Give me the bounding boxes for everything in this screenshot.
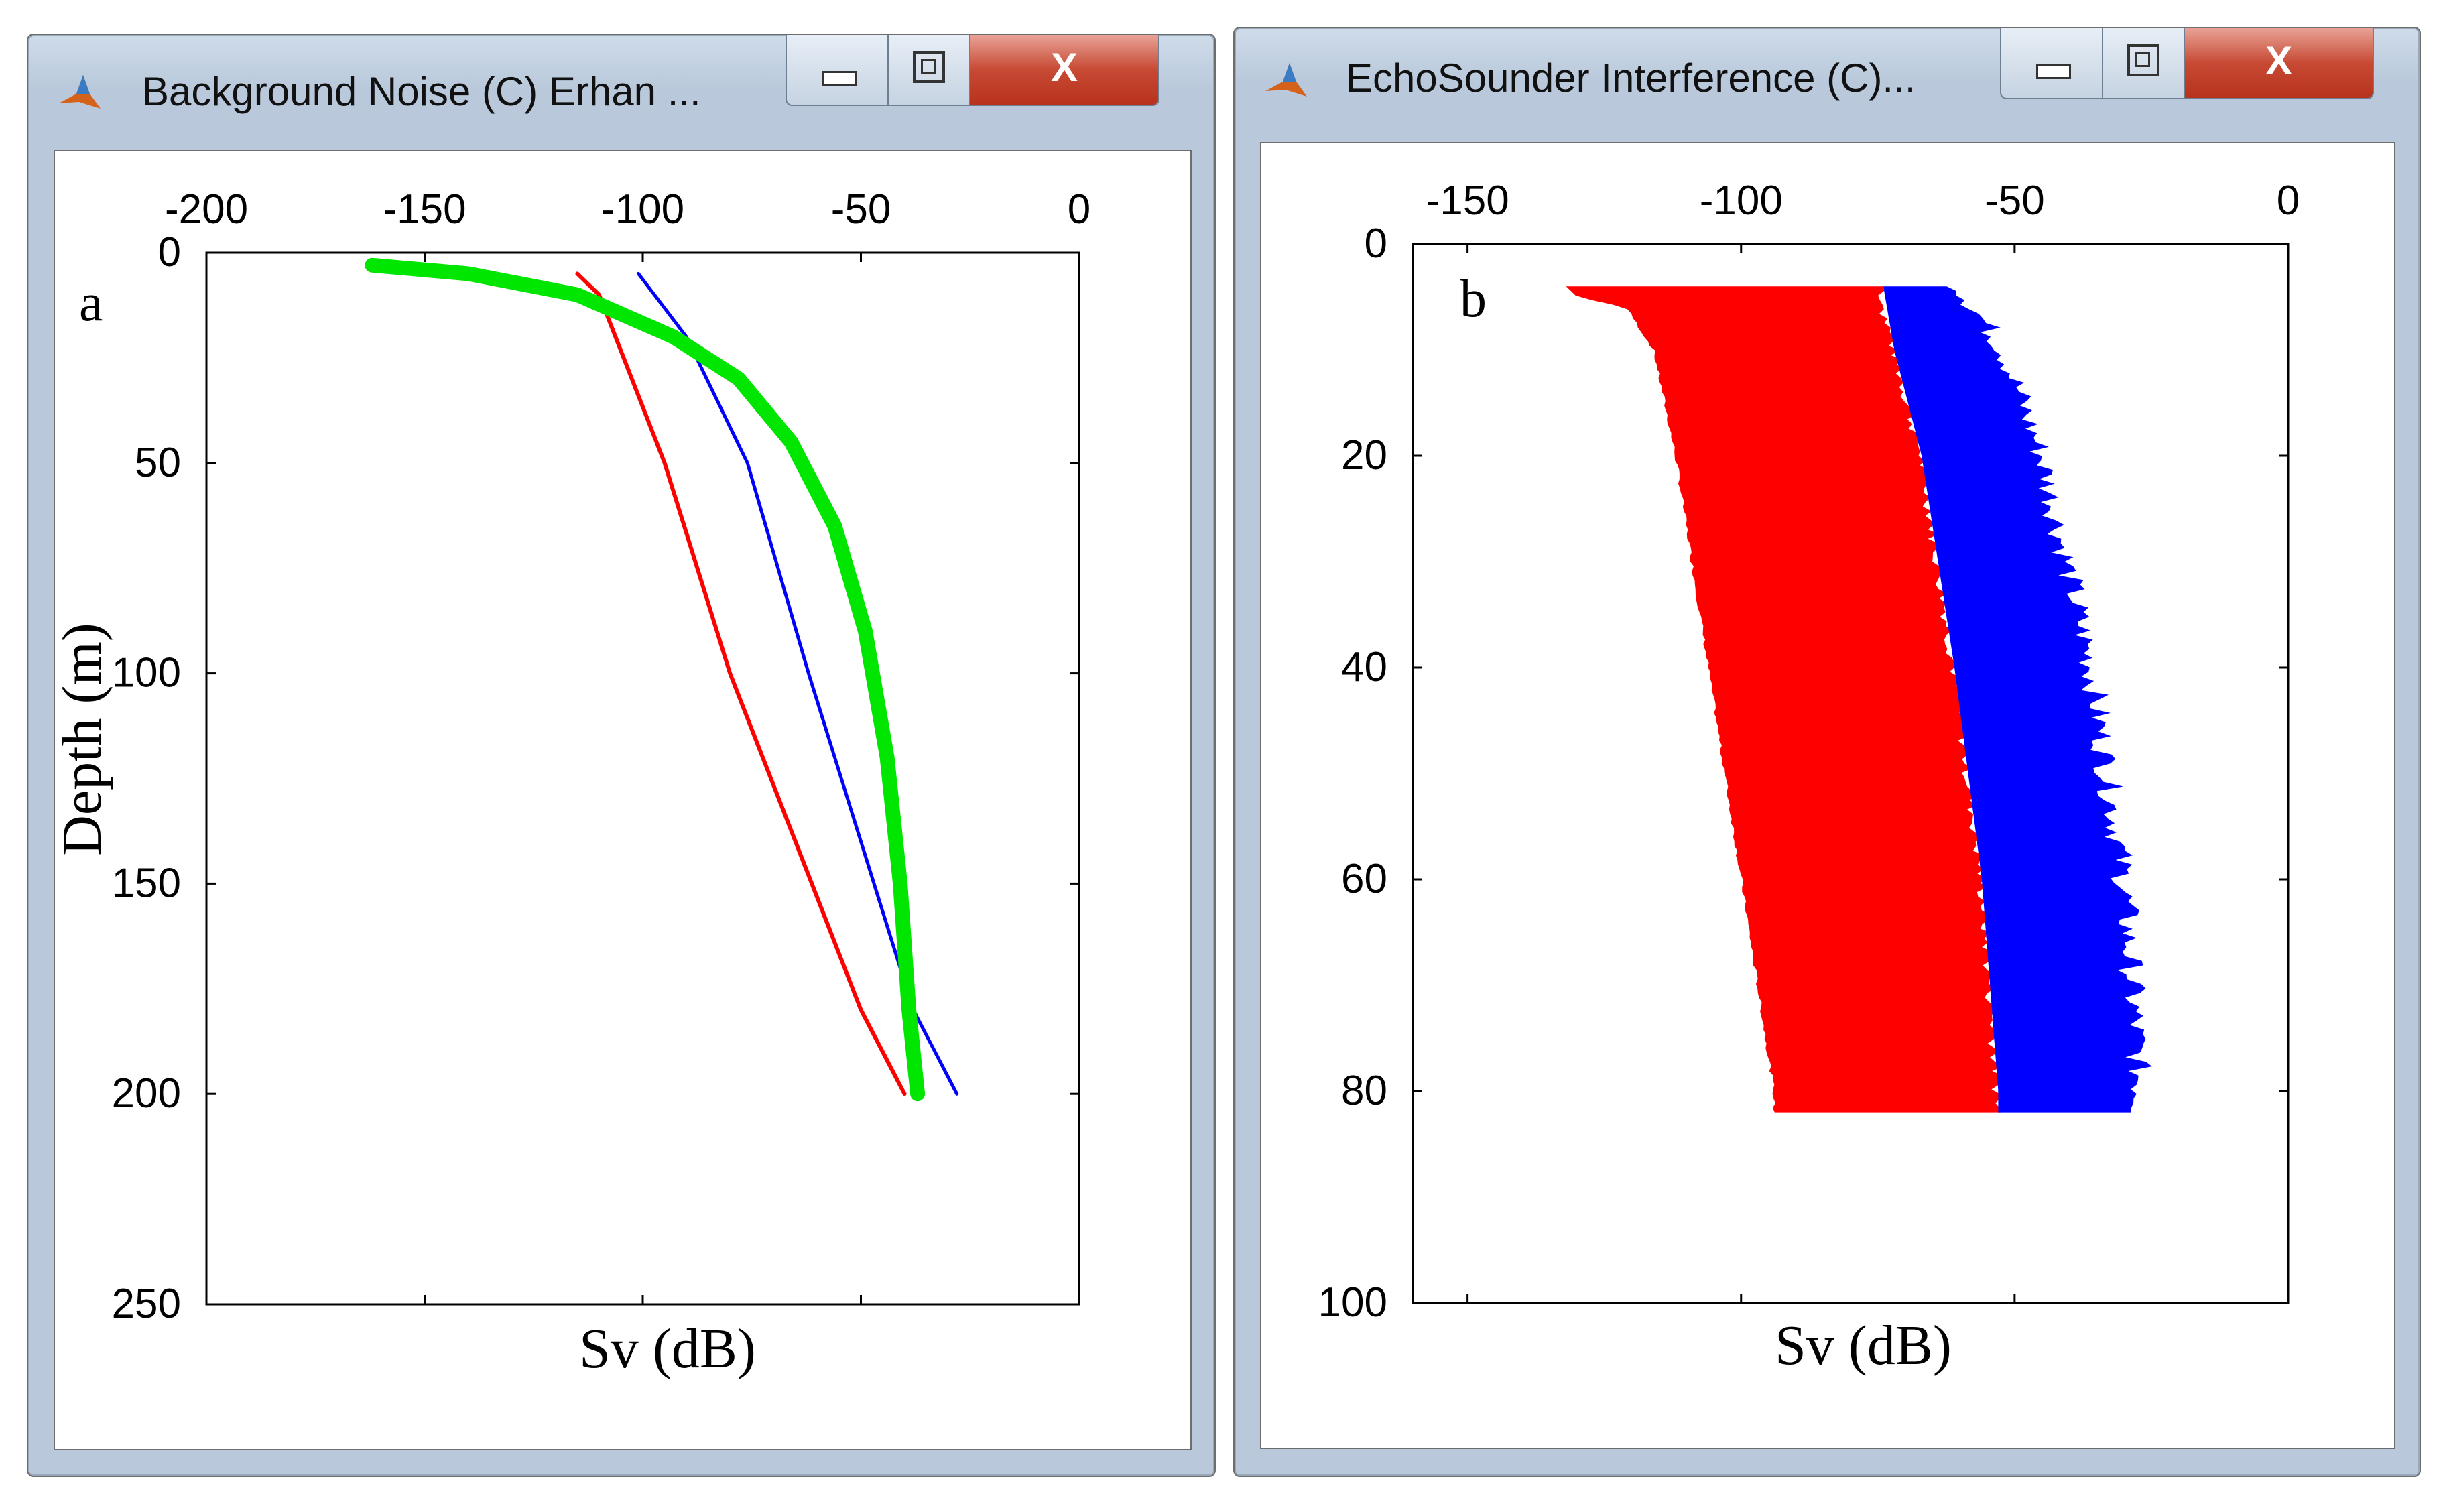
x-tick-label: 0 (2277, 178, 2300, 224)
x-tick-label: 0 (1068, 186, 1090, 233)
x-axis-label: Sv (dB) (579, 1318, 756, 1380)
y-tick-label: 0 (158, 229, 181, 275)
figure-canvas (54, 150, 1192, 1450)
close-button[interactable]: X (969, 35, 1159, 106)
x-axis-label: Sv (dB) (1775, 1314, 1952, 1377)
window-title: EchoSounder Interference (C)... (1346, 56, 1916, 101)
y-tick-label: 200 (112, 1070, 181, 1117)
close-icon: X (1050, 45, 1078, 90)
y-tick-label: 100 (112, 650, 181, 696)
maximize-button[interactable] (887, 35, 970, 106)
blue-series-area (1883, 286, 2152, 1113)
y-tick-label: 50 (135, 440, 181, 486)
minimize-icon (822, 71, 857, 86)
panel-label: b (1460, 269, 1487, 328)
maximize-icon (913, 51, 945, 83)
plot-frame (1412, 243, 2290, 1304)
matlab-icon (1265, 63, 1307, 97)
x-tick-label: -150 (383, 186, 466, 233)
close-icon: X (2265, 38, 2293, 83)
y-tick-label: 60 (1341, 856, 1387, 902)
y-tick-label: 250 (112, 1281, 181, 1327)
x-tick-label: -100 (1700, 178, 1783, 224)
x-tick-label: -50 (1985, 178, 2045, 224)
x-tick-label: -150 (1426, 178, 1509, 224)
y-tick-label: 100 (1318, 1279, 1387, 1326)
figure-window-background-noise: Background Noise (C) Erhan ... X (27, 34, 1216, 1477)
panel-label: a (79, 273, 103, 332)
red-series-area (1566, 286, 2003, 1113)
maximize-icon (2127, 44, 2159, 76)
chart-background-noise: -200 -150 -100 -50 0 0 50 100 150 200 250 Sv (dB) De… (51, 186, 1090, 1380)
title-bar[interactable]: EchoSounder Interference (C)... X (1235, 28, 2420, 129)
x-tick-label: -50 (831, 186, 891, 233)
y-tick-label: 150 (112, 860, 181, 906)
minimize-icon (2036, 64, 2071, 79)
maximize-button[interactable] (2102, 28, 2185, 99)
y-tick-label: 20 (1341, 432, 1387, 479)
matlab-icon (59, 75, 101, 109)
y-tick-label: 0 (1365, 220, 1387, 267)
title-bar[interactable]: Background Noise (C) Erhan ... X (28, 35, 1214, 135)
series-line (365, 257, 926, 1102)
x-tick-label: -100 (601, 186, 684, 233)
chart-echosounder-interference: -150 -100 -50 0 0 20 40 60 80 100 Sv (dB) b (1318, 178, 2300, 1377)
window-title: Background Noise (C) Erhan ... (142, 69, 701, 114)
y-tick-label: 80 (1341, 1068, 1387, 1114)
y-tick-label: 40 (1341, 644, 1387, 690)
close-button[interactable]: X (2184, 28, 2374, 99)
x-tick-label: -200 (165, 186, 248, 233)
series-line (575, 271, 907, 1096)
y-axis-label: Depth (m) (51, 623, 113, 856)
